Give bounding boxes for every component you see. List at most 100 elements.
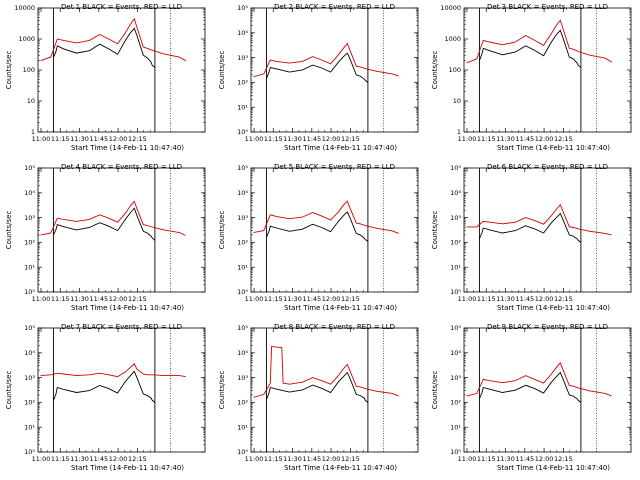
y-tick-label: 10⁵ [237, 324, 248, 332]
y-tick-label: 10¹ [237, 423, 248, 431]
detector-panel-4: 10⁰ 10¹ 10² 10³ 10⁴ 10⁵ 11:00 11:15 11:30 11:45 12… [0, 160, 213, 320]
x-tick-label: 12:00 [535, 135, 554, 143]
x-tick-label: 11:15 [477, 135, 496, 143]
x-tick-label: 11:30 [70, 455, 89, 463]
x-tick-label: 12:00 [109, 135, 128, 143]
y-tick-label: 10⁴ [237, 29, 248, 37]
y-tick-label: 10⁵ [24, 164, 35, 172]
detector-chart-3: 1 10 100 1000 10000 11:00 11:15 11:30 11:45 12:00… [431, 3, 632, 152]
y-tick-label: 100 [23, 66, 35, 74]
y-tick-label: 10¹ [24, 423, 35, 431]
x-tick-label: 11:45 [515, 135, 534, 143]
y-tick-label: 10¹ [24, 263, 35, 271]
y-tick-label: 10³ [237, 374, 248, 382]
x-tick-label: 12:15 [554, 135, 573, 143]
x-axis-label: Start Time (14-Feb-11 10:47:40) [497, 144, 610, 152]
y-tick-label: 10⁰ [237, 288, 248, 296]
x-tick-label: 11:15 [264, 295, 283, 303]
x-tick-label: 12:00 [535, 455, 554, 463]
panel-title: Det 7 BLACK = Events, RED = LLD [61, 323, 182, 331]
x-tick-label: 11:45 [89, 455, 108, 463]
y-tick-label: 10 [27, 97, 35, 105]
detector-panel-8: 10⁰ 10¹ 10² 10³ 10⁴ 10⁵ 11:00 11:15 11:30 11:45 12… [213, 320, 426, 480]
y-tick-label: 10² [450, 239, 461, 247]
y-tick-label: 10³ [450, 374, 461, 382]
y-tick-label: 10⁴ [237, 189, 248, 197]
x-axis-label: Start Time (14-Feb-11 10:47:40) [284, 464, 397, 472]
x-tick-label: 11:00 [245, 135, 264, 143]
x-tick-label: 11:15 [477, 295, 496, 303]
x-tick-label: 11:30 [70, 135, 89, 143]
series-line-black [478, 29, 582, 68]
plot-frame [463, 327, 632, 453]
x-tick-label: 11:00 [245, 295, 264, 303]
series-line-black [478, 371, 582, 403]
plot-frame [37, 327, 206, 453]
x-tick-label: 11:45 [89, 135, 108, 143]
x-tick-label: 11:00 [458, 135, 477, 143]
x-tick-label: 12:15 [341, 295, 360, 303]
y-axis-label: Counts/sec [431, 211, 439, 250]
y-tick-label: 10⁵ [450, 164, 461, 172]
plot-frame [37, 167, 206, 293]
y-tick-label: 10³ [24, 374, 35, 382]
x-tick-label: 11:15 [477, 455, 496, 463]
x-tick-label: 12:15 [341, 135, 360, 143]
detector-panel-6: 10⁰ 10¹ 10² 10³ 10⁴ 10⁵ 11:00 11:15 11:30 11:45 12… [426, 160, 639, 320]
series-line-red [466, 203, 612, 236]
detector-panel-5: 10⁰ 10¹ 10² 10³ 10⁴ 10⁵ 11:00 11:15 11:30 11:45 12… [213, 160, 426, 320]
x-axis-label: Start Time (14-Feb-11 10:47:40) [71, 464, 184, 472]
panel-title: Det 4 BLACK = Events, RED = LLD [61, 163, 182, 171]
x-tick-label: 12:15 [341, 455, 360, 463]
series-line-black [478, 212, 582, 243]
y-axis-label: Counts/sec [431, 371, 439, 410]
x-tick-label: 11:30 [496, 455, 515, 463]
plot-frame [37, 7, 206, 133]
y-tick-label: 10000 [440, 4, 461, 12]
x-axis-label: Start Time (14-Feb-11 10:47:40) [284, 304, 397, 312]
y-tick-label: 10² [450, 399, 461, 407]
series-line-black [52, 27, 156, 68]
y-tick-label: 10⁰ [450, 288, 461, 296]
x-tick-label: 12:15 [128, 135, 147, 143]
y-tick-label: 100 [449, 66, 461, 74]
x-tick-label: 11:30 [70, 295, 89, 303]
x-axis-label: Start Time (14-Feb-11 10:47:40) [71, 144, 184, 152]
x-tick-label: 11:30 [496, 295, 515, 303]
y-tick-label: 10⁰ [237, 448, 248, 456]
x-tick-label: 11:45 [89, 295, 108, 303]
x-tick-label: 12:00 [535, 295, 554, 303]
y-tick-label: 10000 [14, 4, 35, 12]
x-tick-label: 11:15 [264, 455, 283, 463]
y-tick-label: 10⁵ [450, 324, 461, 332]
series-line-black [52, 370, 156, 403]
x-tick-label: 11:00 [32, 295, 51, 303]
y-tick-label: 10³ [237, 214, 248, 222]
y-tick-label: 1 [31, 128, 35, 136]
series-line-red [253, 42, 399, 78]
y-axis-label: Counts/sec [5, 211, 13, 250]
y-tick-label: 10⁵ [24, 324, 35, 332]
x-tick-label: 11:15 [51, 295, 70, 303]
y-tick-label: 10² [24, 239, 35, 247]
detector-panel-9: 10⁰ 10¹ 10² 10³ 10⁴ 10⁵ 11:00 11:15 11:30 11:45 12… [426, 320, 639, 480]
series-line-black [52, 207, 156, 241]
y-axis-label: Counts/sec [5, 371, 13, 410]
y-tick-label: 10¹ [450, 263, 461, 271]
panel-title: Det 2 BLACK = Events, RED = LLD [274, 3, 395, 11]
y-tick-label: 10² [237, 79, 248, 87]
x-tick-label: 12:00 [109, 295, 128, 303]
plot-frame [463, 7, 632, 133]
panel-title: Det 9 BLACK = Events, RED = LLD [487, 323, 608, 331]
x-tick-label: 12:00 [109, 455, 128, 463]
y-tick-label: 1 [457, 128, 461, 136]
x-tick-label: 11:45 [302, 135, 321, 143]
series-line-red [40, 200, 186, 236]
y-axis-label: Counts/sec [218, 371, 226, 410]
plot-frame [463, 167, 632, 293]
plot-frame [250, 167, 419, 293]
